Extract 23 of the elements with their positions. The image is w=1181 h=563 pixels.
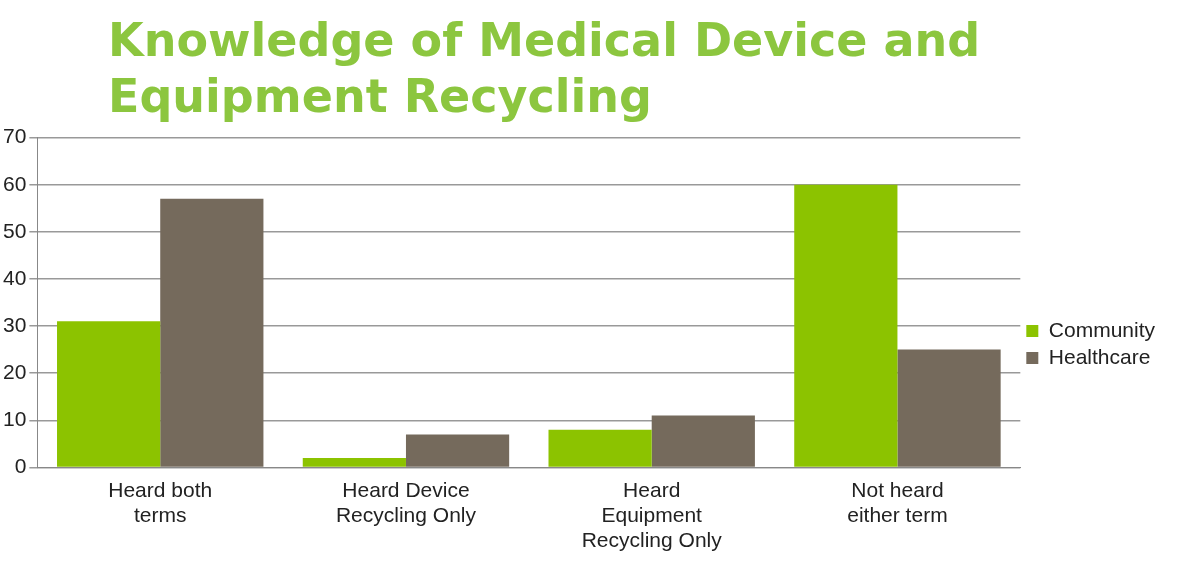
x-tick-label: Heard Equipment Recycling Only <box>581 477 723 552</box>
y-tick-label: 70 <box>3 124 27 148</box>
y-tick-label: 30 <box>3 312 27 336</box>
bar <box>160 198 264 467</box>
y-tick-label: 20 <box>3 359 27 383</box>
y-tick-label: 10 <box>3 407 27 431</box>
x-tick-label: Heard both terms <box>108 477 213 526</box>
y-tick-label: 40 <box>3 265 27 289</box>
bar <box>405 434 510 467</box>
legend-label: Community <box>1048 317 1156 341</box>
bar <box>651 415 755 467</box>
legend-label: Healthcare <box>1048 344 1151 368</box>
bar <box>57 321 161 467</box>
x-tick-label: Not heard either term <box>847 477 948 526</box>
bar <box>302 457 406 467</box>
y-tick-label: 50 <box>3 218 27 242</box>
y-tick-label: 60 <box>3 171 27 195</box>
x-tick-label: Heard Device Recycling Only <box>335 477 477 526</box>
bar <box>794 184 898 467</box>
chart-title: Knowledge of Medical Device and Equipment Recycling <box>108 12 982 124</box>
bar <box>548 429 652 467</box>
bar <box>897 349 1001 467</box>
y-tick-label: 0 <box>14 454 27 478</box>
